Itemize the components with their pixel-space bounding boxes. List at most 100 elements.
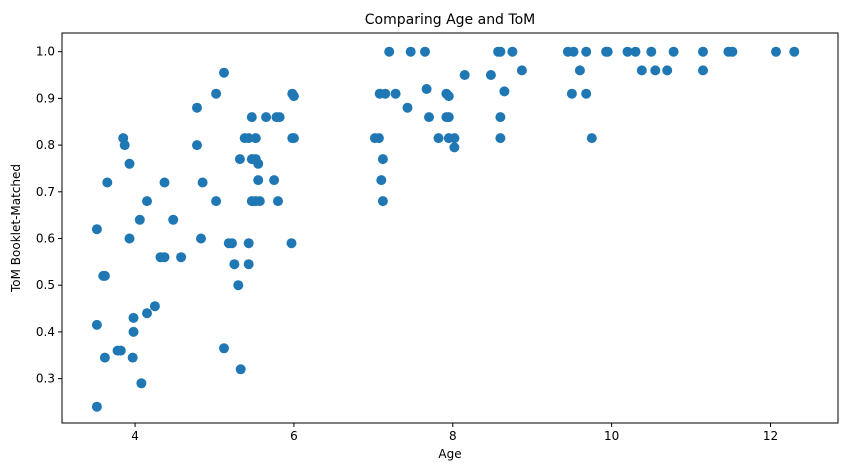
x-tick-label: 10: [604, 429, 619, 443]
y-axis-label: ToM Booklet-Matched: [9, 164, 23, 293]
data-point: [698, 65, 708, 76]
data-point: [377, 154, 388, 165]
data-point: [192, 102, 202, 113]
data-point: [273, 196, 283, 207]
data-point: [128, 326, 139, 337]
data-point: [424, 112, 434, 123]
data-point: [119, 140, 130, 151]
y-tick-label: 0.9: [36, 91, 55, 105]
y-tick-label: 0.5: [36, 278, 55, 292]
data-point: [124, 233, 135, 244]
data-point: [421, 84, 432, 94]
data-point: [196, 233, 206, 244]
data-point: [91, 319, 102, 330]
data-point: [495, 46, 506, 57]
data-point: [288, 91, 299, 102]
data-point: [197, 177, 208, 188]
x-tick-label: 6: [290, 429, 298, 443]
data-point: [99, 270, 110, 281]
data-point: [376, 175, 387, 186]
data-point: [253, 175, 264, 186]
data-point: [192, 140, 202, 151]
data-point: [269, 175, 280, 186]
data-point: [373, 133, 384, 144]
data-point: [246, 112, 257, 123]
data-point: [443, 112, 454, 123]
data-point: [449, 142, 460, 153]
data-point: [91, 224, 102, 235]
data-point: [229, 259, 240, 270]
data-point: [727, 46, 738, 57]
data-point: [568, 46, 579, 57]
data-point: [636, 65, 647, 76]
data-point: [499, 86, 510, 97]
data-point: [234, 154, 245, 165]
data-point: [789, 46, 800, 57]
x-tick-label: 12: [763, 429, 778, 443]
data-point: [495, 133, 506, 144]
data-point: [149, 301, 160, 312]
y-tick-label: 0.4: [36, 325, 55, 339]
data-point: [668, 46, 679, 57]
data-point: [274, 112, 285, 123]
data-point: [420, 46, 430, 57]
data-point: [99, 352, 110, 363]
x-tick-label: 8: [449, 429, 457, 443]
data-point: [566, 88, 577, 99]
data-point: [159, 252, 170, 263]
data-point: [574, 65, 585, 76]
data-point: [250, 133, 261, 144]
data-point: [159, 177, 170, 188]
data-point: [495, 112, 506, 123]
data-point: [630, 46, 641, 57]
data-point: [622, 46, 633, 57]
y-tick-label: 0.6: [36, 232, 55, 246]
y-tick-label: 1.0: [36, 45, 55, 59]
points-layer: [91, 46, 800, 412]
data-point: [405, 46, 416, 57]
data-point: [243, 238, 254, 249]
data-point: [698, 46, 708, 57]
data-point: [449, 133, 460, 144]
data-point: [662, 65, 673, 76]
data-point: [254, 196, 265, 207]
data-point: [286, 238, 297, 249]
y-axis-ticks: 0.3 0.4 0.5 0.6 0.7 0.8 0.9 1.0: [36, 45, 62, 386]
data-point: [261, 112, 272, 123]
data-point: [227, 238, 237, 249]
y-tick-label: 0.3: [36, 372, 55, 386]
data-point: [219, 67, 229, 78]
data-point: [581, 46, 592, 57]
data-point: [134, 214, 145, 225]
x-axis-ticks: 4 6 8 10 12: [131, 423, 778, 443]
data-point: [602, 46, 613, 57]
data-point: [390, 88, 401, 99]
data-point: [91, 401, 102, 412]
data-point: [142, 308, 152, 319]
chart-title: Comparing Age and ToM: [365, 12, 535, 28]
data-point: [127, 352, 138, 363]
data-point: [168, 214, 179, 225]
data-point: [581, 88, 592, 99]
data-point: [507, 46, 518, 57]
y-tick-label: 0.7: [36, 185, 55, 199]
data-point: [211, 88, 222, 99]
data-point: [235, 364, 246, 375]
data-point: [211, 196, 222, 207]
plot-frame: [61, 32, 839, 424]
data-point: [459, 70, 470, 80]
data-point: [402, 102, 413, 113]
data-point: [243, 133, 254, 144]
data-point: [115, 345, 126, 356]
data-point: [142, 196, 152, 207]
y-tick-label: 0.8: [36, 138, 55, 152]
data-point: [219, 343, 229, 354]
data-point: [176, 252, 187, 263]
data-point: [516, 65, 527, 76]
x-tick-label: 4: [131, 429, 139, 443]
data-point: [771, 46, 781, 57]
data-point: [243, 259, 254, 270]
data-point: [233, 280, 244, 291]
data-point: [102, 177, 113, 188]
